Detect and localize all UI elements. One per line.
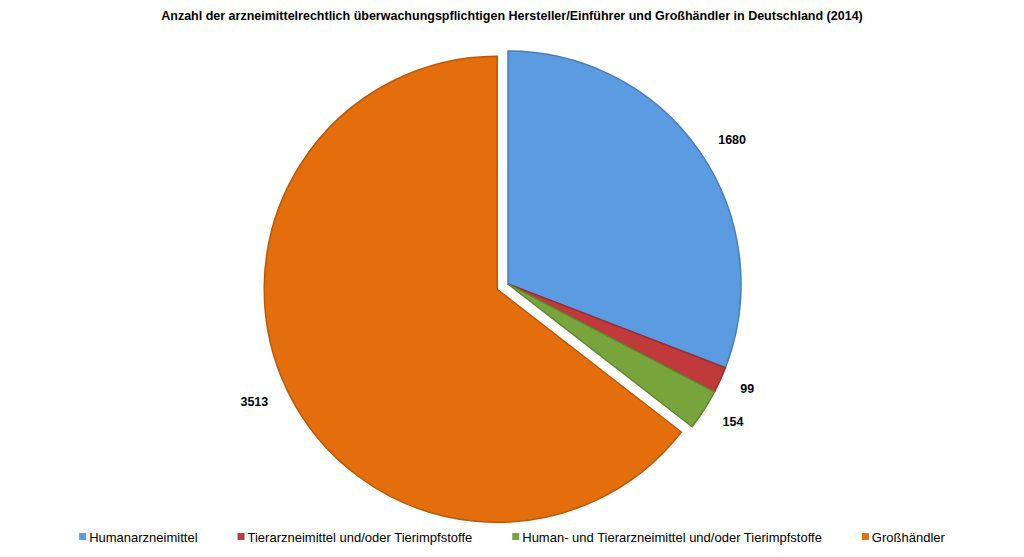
legend-label: Großhändler	[872, 530, 946, 545]
legend-item: Großhändler	[862, 530, 946, 545]
slice	[264, 56, 681, 522]
legend-swatch	[79, 533, 86, 540]
data-label: 154	[723, 415, 744, 429]
legend-swatch	[512, 533, 519, 540]
pie: 1680 99 154 3513	[240, 51, 754, 522]
chart: Anzahl der arzneimittelrechtlich überwac…	[0, 0, 1024, 557]
legend-swatch	[238, 533, 245, 540]
legend-item: Human- und Tierarzneimittel und/oder Tie…	[512, 530, 822, 545]
legend-label: Human- und Tierarzneimittel und/oder Tie…	[522, 530, 822, 545]
legend-item: Humanarzneimittel	[79, 530, 197, 545]
data-label: 99	[740, 382, 754, 396]
legend-swatch	[862, 533, 869, 540]
title: Anzahl der arzneimittelrechtlich überwac…	[161, 9, 863, 23]
legend: Humanarzneimittel Tierarzneimittel und/od…	[79, 530, 945, 545]
data-label: 3513	[240, 395, 268, 409]
data-label: 1680	[718, 133, 746, 147]
legend-label: Tierarzneimittel und/oder Tierimpfstoffe	[248, 530, 473, 545]
legend-label: Humanarzneimittel	[89, 530, 197, 545]
slice	[508, 51, 741, 368]
legend-item: Tierarzneimittel und/oder Tierimpfstoffe	[238, 530, 473, 545]
